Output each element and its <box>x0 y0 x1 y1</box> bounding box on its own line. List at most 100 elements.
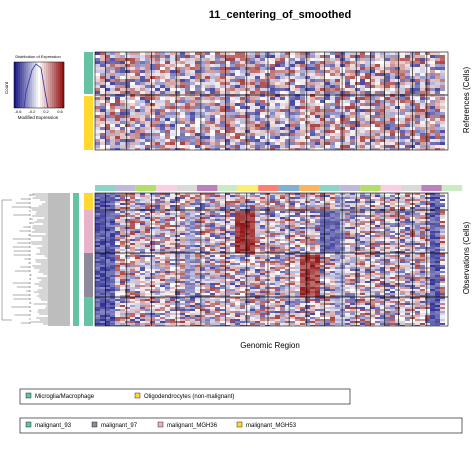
heatmap-cell <box>400 115 405 118</box>
heatmap-cell <box>110 67 115 70</box>
heatmap-cell <box>275 263 280 265</box>
heatmap-cell <box>230 73 235 76</box>
heatmap-cell <box>215 139 220 142</box>
heatmap-cell <box>115 201 120 203</box>
heatmap-cell <box>430 121 435 124</box>
heatmap-cell <box>440 257 445 259</box>
heatmap-cell <box>350 121 355 124</box>
heatmap-cell <box>250 207 255 209</box>
heatmap-cell <box>385 139 390 142</box>
heatmap-cell <box>400 133 405 136</box>
heatmap-cell <box>245 106 250 109</box>
heatmap-cell <box>275 257 280 259</box>
heatmap-cell <box>305 237 310 239</box>
heatmap-cell <box>310 263 315 265</box>
heatmap-cell <box>240 88 245 91</box>
heatmap-cell <box>390 136 395 139</box>
heatmap-cell <box>250 106 255 109</box>
heatmap-cell <box>165 115 170 118</box>
heatmap-cell <box>280 136 285 139</box>
heatmap-cell <box>155 199 160 201</box>
heatmap-cell <box>395 67 400 70</box>
heatmap-cell <box>250 88 255 91</box>
heatmap-cell <box>265 112 270 115</box>
heatmap-cell <box>315 70 320 73</box>
heatmap-cell <box>385 67 390 70</box>
heatmap-cell <box>255 100 260 103</box>
heatmap-cell <box>305 217 310 219</box>
heatmap-cell <box>190 237 195 239</box>
heatmap-cell <box>120 103 125 106</box>
heatmap-cell <box>170 259 175 261</box>
heatmap-cell <box>340 243 345 245</box>
heatmap-cell <box>135 73 140 76</box>
heatmap-cell <box>135 55 140 58</box>
heatmap-cell <box>275 85 280 88</box>
heatmap-cell <box>300 136 305 139</box>
heatmap-cell <box>300 94 305 97</box>
heatmap-cell <box>400 223 405 225</box>
heatmap-cell <box>110 217 115 219</box>
heatmap-cell <box>435 70 440 73</box>
heatmap-cell <box>305 213 310 215</box>
heatmap-cell <box>115 112 120 115</box>
heatmap-cell <box>435 239 440 241</box>
heatmap-cell <box>435 133 440 136</box>
heatmap-cell <box>420 82 425 85</box>
heatmap-cell <box>375 136 380 139</box>
heatmap-cell <box>275 255 280 257</box>
heatmap-cell <box>290 109 295 112</box>
heatmap-cell <box>430 263 435 265</box>
heatmap-cell <box>390 201 395 203</box>
heatmap-cell <box>305 88 310 91</box>
heatmap-cell <box>235 124 240 127</box>
heatmap-cell <box>260 249 265 251</box>
heatmap-cell <box>235 263 240 265</box>
heatmap-cell <box>330 239 335 241</box>
heatmap-cell <box>425 70 430 73</box>
heatmap-cell <box>345 124 350 127</box>
heatmap-cell <box>315 263 320 265</box>
heatmap-cell <box>205 213 210 215</box>
heatmap-cell <box>100 142 105 145</box>
heatmap-cell <box>195 211 200 213</box>
heatmap-cell <box>325 91 330 94</box>
heatmap-cell <box>385 237 390 239</box>
heatmap-cell <box>420 237 425 239</box>
heatmap-cell <box>230 195 235 197</box>
heatmap-cell <box>440 221 445 223</box>
heatmap-cell <box>325 245 330 247</box>
heatmap-cell <box>280 231 285 233</box>
heatmap-cell <box>310 67 315 70</box>
heatmap-cell <box>95 100 100 103</box>
heatmap-cell <box>355 118 360 121</box>
heatmap-cell <box>315 245 320 247</box>
heatmap-cell <box>140 142 145 145</box>
heatmap-cell <box>440 142 445 145</box>
heatmap-cell <box>330 88 335 91</box>
heatmap-cell <box>180 115 185 118</box>
heatmap-cell <box>310 257 315 259</box>
heatmap-cell <box>270 235 275 237</box>
heatmap-cell <box>195 241 200 243</box>
heatmap-cell <box>195 201 200 203</box>
heatmap-cell <box>160 67 165 70</box>
heatmap-cell <box>330 243 335 245</box>
heatmap-cell <box>155 79 160 82</box>
heatmap-cell <box>280 261 285 263</box>
heatmap-cell <box>135 112 140 115</box>
heatmap-cell <box>190 223 195 225</box>
heatmap-cell <box>315 118 320 121</box>
heatmap-cell <box>305 133 310 136</box>
heatmap-cell <box>340 241 345 243</box>
heatmap-cell <box>280 58 285 61</box>
heatmap-cell <box>300 219 305 221</box>
heatmap-cell <box>420 241 425 243</box>
heatmap-cell <box>140 235 145 237</box>
heatmap-cell <box>330 82 335 85</box>
heatmap-cell <box>155 112 160 115</box>
heatmap-cell <box>195 257 200 259</box>
heatmap-cell <box>310 82 315 85</box>
heatmap-cell <box>100 199 105 201</box>
heatmap-cell <box>355 265 360 267</box>
